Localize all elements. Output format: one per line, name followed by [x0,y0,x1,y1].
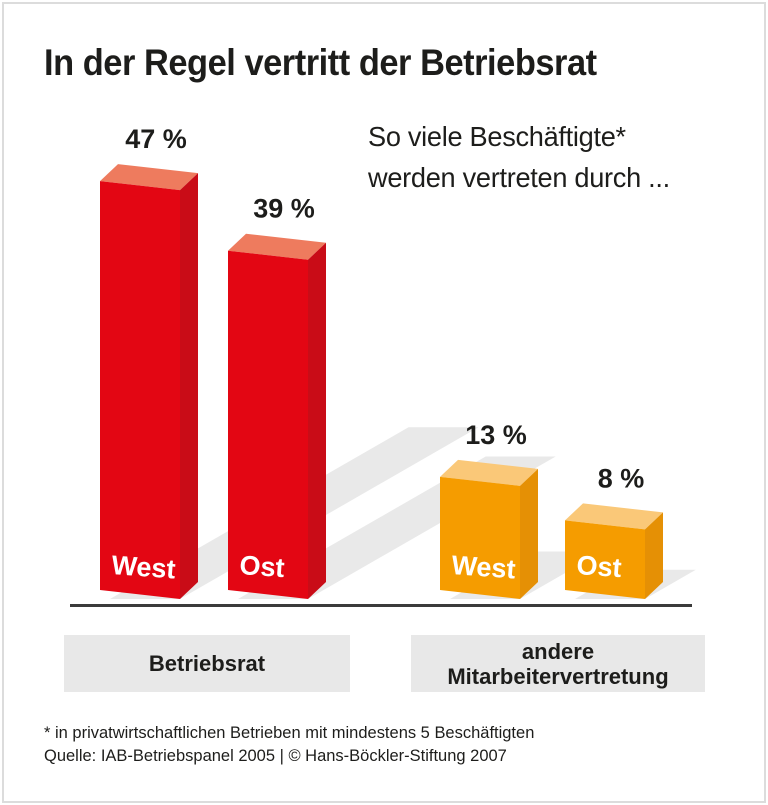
bar-front-face-ost-betriebsrat [228,250,308,599]
chart-subtitle-line-1: So viele Beschäftigte* [368,121,626,152]
bar-name-label-west-andere-mitarbeitervertretung: West [451,550,517,584]
bar-top-face-west-betriebsrat [100,164,198,191]
bar-value-label-ost-betriebsrat: 39 % [253,194,315,224]
category-box-betriebsrat: Betriebsrat [64,635,350,692]
chart-subtitle-line-2: werden vertreten durch ... [368,162,670,193]
bar-value-label-west-betriebsrat: 47 % [125,124,187,154]
footnote-asterisk: * in privatwirtschaftlichen Betrieben mi… [44,723,535,742]
chart-baseline [70,604,692,607]
footnotes: * in privatwirtschaftlichen Betrieben mi… [44,721,534,767]
bar-side-face-ost-andere-mitarbeitervertretung [645,512,663,599]
bar-top-face-west-andere-mitarbeitervertretung [440,459,538,486]
bar-top-face-ost-andere-mitarbeitervertretung [565,503,663,530]
chart-subtitle: So viele Beschäftigte* werden vertreten … [368,116,670,198]
bar-side-face-ost-betriebsrat [308,242,326,599]
bar-front-face-west-betriebsrat [100,181,180,599]
bar-front-face-west-andere-mitarbeitervertretung [440,476,520,599]
source-line: Quelle: IAB-Betriebspanel 2005 | © Hans-… [44,746,507,765]
bar-side-face-west-betriebsrat [180,173,198,599]
bar-name-label-ost-andere-mitarbeitervertretung: Ost [576,550,623,583]
category-box-andere-mitarbeitervertretung: andere Mitarbeitervertretung [411,635,705,692]
bar-value-label-west-andere-mitarbeitervertretung: 13 % [465,420,527,450]
bar-top-face-ost-betriebsrat [228,233,326,260]
bar-name-label-west-betriebsrat: West [111,550,177,584]
bar-name-label-ost-betriebsrat: Ost [239,550,286,583]
bar-side-face-west-andere-mitarbeitervertretung [520,468,538,599]
page-title: In der Regel vertritt der Betriebsrat [44,42,597,83]
bar-value-label-ost-andere-mitarbeitervertretung: 8 % [598,463,645,493]
bar-front-face-ost-andere-mitarbeitervertretung [565,520,645,599]
